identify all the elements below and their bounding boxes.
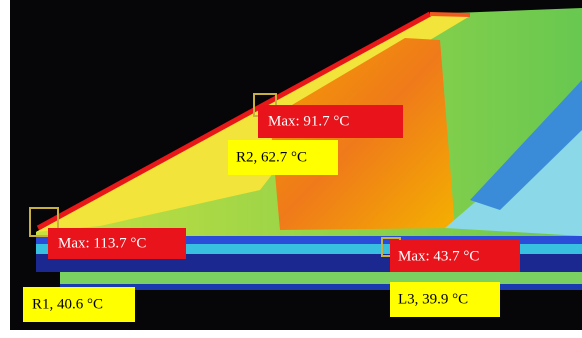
max-label: Max: 113.7 °C bbox=[58, 235, 146, 251]
region-label: R2, 62.7 °C bbox=[236, 149, 307, 165]
max-label: Max: 43.7 °C bbox=[398, 248, 479, 264]
max-label: Max: 91.7 °C bbox=[268, 113, 349, 129]
region-label: R1, 40.6 °C bbox=[32, 296, 103, 312]
region-label: L3, 39.9 °C bbox=[398, 291, 468, 307]
thermal-image: Max: 91.7 °C R2, 62.7 °C Max: 113.7 °C R… bbox=[0, 0, 582, 338]
